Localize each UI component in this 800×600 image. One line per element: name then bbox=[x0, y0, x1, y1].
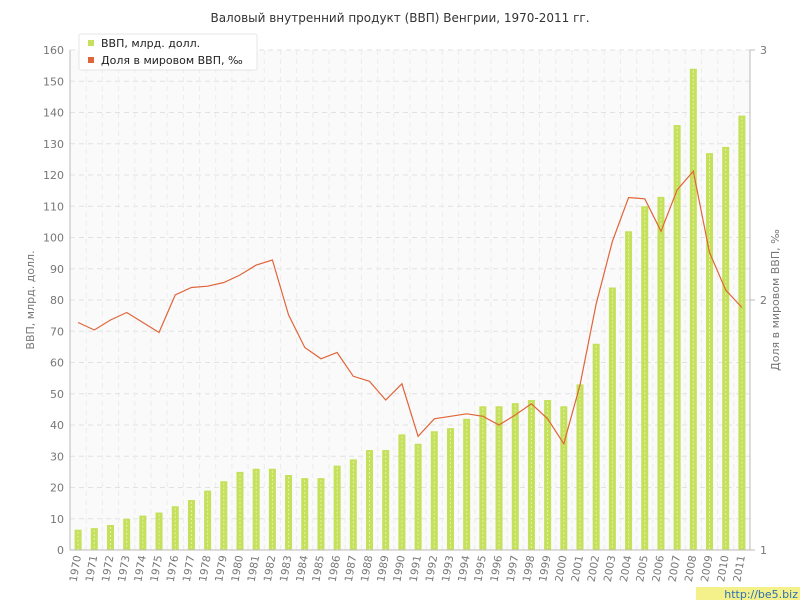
x-tick-label: 2007 bbox=[667, 554, 683, 582]
x-tick-label: 2010 bbox=[715, 554, 731, 582]
y-tick-label: 20 bbox=[50, 482, 64, 495]
legend-box bbox=[78, 33, 258, 71]
bar bbox=[349, 459, 357, 550]
watermark-text: http://be5.biz bbox=[724, 588, 798, 600]
x-tick-label: 2008 bbox=[683, 554, 699, 582]
y-tick-label: 90 bbox=[50, 263, 64, 276]
y-tick-label: 110 bbox=[43, 200, 64, 213]
grid bbox=[69, 49, 751, 551]
y-tick-label: 130 bbox=[43, 138, 64, 151]
x-tick-label: 1971 bbox=[84, 554, 100, 582]
x-tick-label: 1982 bbox=[262, 554, 278, 582]
y-tick-label: 60 bbox=[50, 357, 64, 370]
y-tick-label: 80 bbox=[50, 294, 64, 307]
bar bbox=[204, 490, 212, 550]
bar bbox=[285, 475, 293, 550]
x-tick-label: 1998 bbox=[521, 554, 537, 582]
x-tick-label: 1986 bbox=[327, 554, 344, 583]
bar bbox=[171, 506, 179, 550]
x-tick-label: 1988 bbox=[359, 554, 375, 582]
legend: ВВП, млрд. долл. Доля в мировом ВВП, ‰ bbox=[78, 33, 258, 71]
y2-tick-label: 2 bbox=[760, 294, 767, 307]
x-tick-label: 1999 bbox=[537, 554, 553, 582]
y-tick-label: 40 bbox=[50, 419, 64, 432]
legend-label-bars: ВВП, млрд. долл. bbox=[101, 37, 200, 50]
y-tick-label: 30 bbox=[50, 450, 64, 463]
x-tick-label: 2001 bbox=[569, 554, 585, 582]
y-tick-label: 150 bbox=[43, 75, 64, 88]
x-tick-label: 1994 bbox=[456, 554, 473, 583]
line-series bbox=[77, 169, 743, 446]
x-tick-label: 1992 bbox=[424, 554, 440, 582]
bar bbox=[106, 525, 114, 550]
x-tick-label: 1989 bbox=[375, 554, 391, 582]
bar bbox=[463, 418, 471, 550]
bar bbox=[414, 443, 422, 550]
x-tick-label: 1985 bbox=[310, 554, 326, 582]
bar bbox=[689, 68, 697, 550]
y-tick-label: 10 bbox=[50, 513, 64, 526]
x-tick-label: 1984 bbox=[294, 554, 311, 583]
bar bbox=[268, 468, 276, 550]
x-tick-label: 1995 bbox=[472, 554, 488, 582]
tick-labels: 0 10 20 30 40 50 60 70 80 90 100 110 120 130 140 150 160… bbox=[43, 44, 767, 583]
bar bbox=[738, 115, 746, 550]
x-tick-label: 1973 bbox=[116, 554, 132, 582]
x-tick-label: 1987 bbox=[343, 554, 359, 582]
x-tick-label: 1976 bbox=[165, 554, 182, 583]
x-tick-label: 1978 bbox=[197, 554, 213, 582]
line-share-of-world-gdp bbox=[77, 169, 743, 446]
y2-tick-label: 3 bbox=[760, 44, 767, 57]
x-tick-label: 1996 bbox=[489, 554, 506, 583]
y-tick-label: 0 bbox=[57, 544, 64, 557]
x-tick-label: 1991 bbox=[408, 554, 424, 582]
x-tick-label: 2005 bbox=[634, 554, 650, 582]
y-tick-label: 120 bbox=[43, 169, 64, 182]
bar bbox=[446, 428, 454, 550]
bar bbox=[511, 403, 519, 550]
x-tick-label: 2002 bbox=[586, 554, 602, 582]
x-tick-label: 1980 bbox=[229, 554, 245, 582]
bar bbox=[187, 500, 195, 550]
bar bbox=[722, 146, 730, 550]
bar-series bbox=[74, 68, 746, 550]
x-tick-label: 1990 bbox=[391, 554, 407, 582]
bar bbox=[139, 515, 147, 550]
y-tick-label: 70 bbox=[50, 325, 64, 338]
y-tick-label: 100 bbox=[43, 232, 64, 245]
x-tick-label: 1972 bbox=[100, 554, 116, 582]
x-tick-label: 1974 bbox=[132, 554, 149, 583]
x-tick-label: 1993 bbox=[440, 554, 456, 582]
y-axis-title: ВВП, млрд. долл. bbox=[24, 250, 37, 349]
legend-swatch-bars bbox=[88, 40, 94, 46]
bar bbox=[252, 468, 260, 550]
y-tick-label: 160 bbox=[43, 44, 64, 57]
x-tick-label: 2011 bbox=[731, 554, 747, 582]
y2-tick-label: 1 bbox=[760, 544, 767, 557]
x-tick-label: 1970 bbox=[68, 554, 84, 582]
y-tick-label: 140 bbox=[43, 107, 64, 120]
x-tick-label: 1977 bbox=[181, 554, 197, 582]
x-tick-label: 2000 bbox=[553, 554, 569, 582]
legend-label-line: Доля в мировом ВВП, ‰ bbox=[101, 54, 243, 67]
legend-swatch-line bbox=[88, 57, 94, 63]
y-tick-label: 50 bbox=[50, 388, 64, 401]
x-tick-label: 2004 bbox=[618, 554, 635, 583]
x-tick-label: 2009 bbox=[699, 554, 715, 582]
bar bbox=[657, 196, 665, 550]
x-tick-label: 1979 bbox=[213, 554, 229, 582]
x-tick-label: 2006 bbox=[650, 554, 667, 583]
watermark: http://be5.biz bbox=[696, 587, 800, 600]
x-tick-label: 1997 bbox=[505, 554, 521, 582]
x-tick-label: 2003 bbox=[602, 554, 618, 582]
bar bbox=[398, 434, 406, 550]
x-tick-label: 1983 bbox=[278, 554, 294, 582]
y2-axis-title: Доля в мировом ВВП, ‰ bbox=[769, 229, 782, 371]
bar bbox=[673, 125, 681, 550]
x-tick-label: 1975 bbox=[149, 554, 165, 582]
x-tick-label: 1981 bbox=[246, 554, 262, 582]
chart-title: Валовый внутренний продукт (ВВП) Венгрии… bbox=[210, 11, 589, 25]
